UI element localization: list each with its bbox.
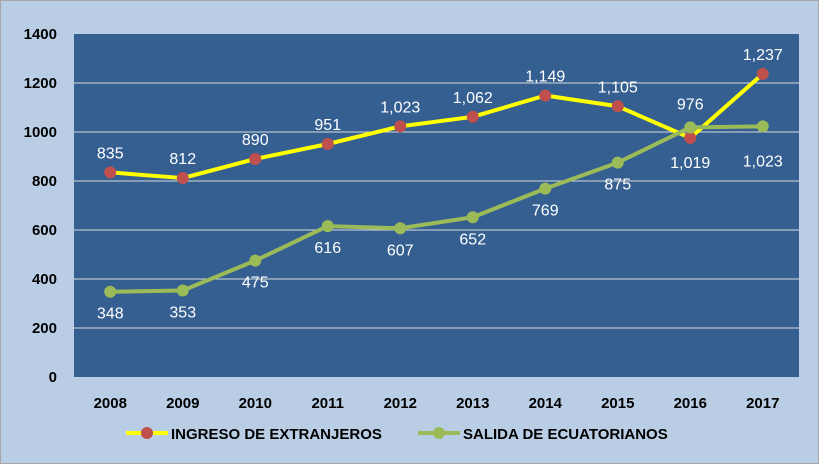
data-point: [249, 152, 262, 165]
x-tick-label: 2009: [166, 395, 199, 412]
y-tick-label: 1200: [24, 75, 57, 92]
legend-label: INGRESO DE EXTRANJEROS: [171, 426, 382, 443]
y-tick-label: 800: [32, 173, 57, 190]
data-label: 1,023: [743, 153, 783, 170]
x-tick-label: 2010: [239, 395, 272, 412]
data-point: [394, 120, 407, 133]
x-tick-label: 2015: [601, 395, 634, 412]
data-point: [176, 172, 189, 185]
data-label: 1,023: [380, 99, 420, 116]
data-label: 1,019: [670, 155, 710, 172]
y-tick-label: 400: [32, 271, 57, 288]
data-point: [539, 89, 552, 102]
data-label: 475: [242, 275, 269, 292]
data-point: [684, 121, 697, 134]
data-label: 812: [169, 151, 196, 168]
data-point: [321, 220, 334, 233]
data-point: [466, 211, 479, 224]
data-point: [249, 254, 262, 267]
x-tick-label: 2013: [456, 395, 489, 412]
data-point: [394, 222, 407, 235]
x-tick-label: 2016: [674, 395, 707, 412]
data-point: [321, 138, 334, 151]
x-tick-label: 2012: [384, 395, 417, 412]
plot-area: [74, 34, 799, 377]
legend-marker-icon: [141, 427, 153, 439]
data-label: 769: [532, 203, 559, 220]
x-tick-label: 2017: [746, 395, 779, 412]
data-point: [756, 67, 769, 80]
data-label: 607: [387, 242, 414, 259]
data-label: 835: [97, 145, 124, 162]
data-label: 652: [459, 231, 486, 248]
y-tick-label: 0: [49, 369, 57, 386]
data-point: [104, 285, 117, 298]
data-point: [611, 100, 624, 113]
x-tick-label: 2008: [94, 395, 127, 412]
data-label: 1,062: [453, 90, 493, 107]
data-label: 1,237: [743, 47, 783, 64]
data-label: 976: [677, 96, 704, 113]
y-tick-label: 1400: [24, 26, 57, 43]
data-label: 1,105: [598, 79, 638, 96]
data-label: 1,149: [525, 68, 565, 85]
data-point: [684, 131, 697, 144]
data-point: [756, 120, 769, 133]
data-label: 875: [604, 177, 631, 194]
data-label: 616: [314, 240, 341, 257]
series-line-0: [110, 72, 765, 181]
legend-label: SALIDA DE ECUATORIANOS: [463, 426, 668, 443]
data-point: [104, 166, 117, 179]
data-label: 348: [97, 306, 124, 323]
data-point: [539, 182, 552, 195]
data-point: [466, 110, 479, 123]
x-tick-label: 2014: [529, 395, 563, 412]
y-tick-label: 1000: [24, 124, 57, 141]
data-label: 890: [242, 132, 269, 149]
data-point: [176, 284, 189, 297]
y-tick-label: 200: [32, 320, 57, 337]
data-label: 353: [169, 305, 196, 322]
x-tick-label: 2011: [311, 395, 344, 412]
series-line-1: [110, 124, 763, 294]
legend-marker-icon: [433, 427, 445, 439]
data-point: [611, 156, 624, 169]
y-tick-label: 600: [32, 222, 57, 239]
data-label: 951: [314, 117, 341, 134]
